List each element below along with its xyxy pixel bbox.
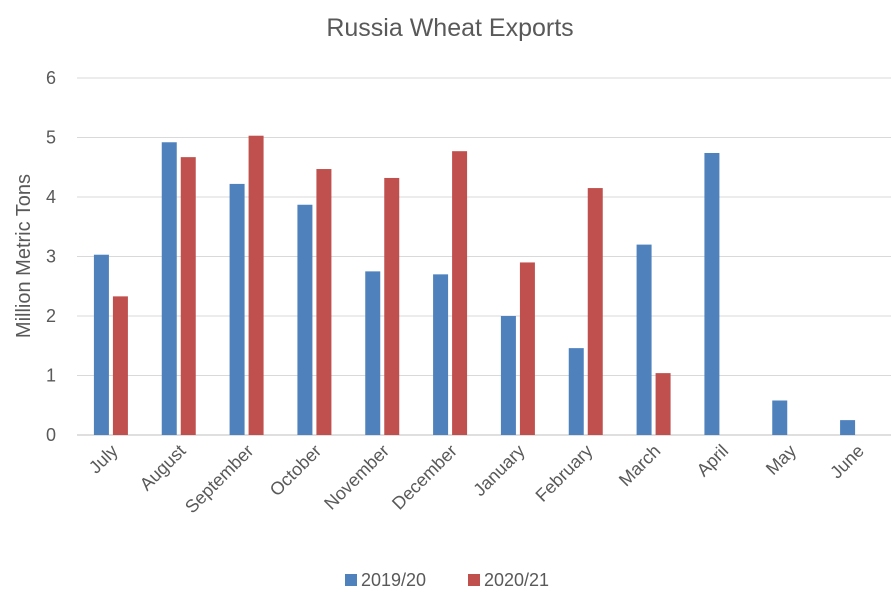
bar-2019-20-november xyxy=(365,271,381,435)
bar-2019-20-may xyxy=(772,400,788,435)
y-axis-ticks: 0 1 2 3 4 5 6 xyxy=(46,68,56,445)
legend-label: 2019/20 xyxy=(361,570,426,590)
bar-2020-21-january xyxy=(519,262,535,435)
bar-2020-21-september xyxy=(248,135,264,435)
x-tick-label: December xyxy=(388,441,461,514)
y-tick-label: 1 xyxy=(46,366,56,386)
bar-2019-20-april xyxy=(704,152,720,435)
bar-2019-20-july xyxy=(93,254,109,435)
y-tick-label: 4 xyxy=(46,187,56,207)
legend: 2019/20 2020/21 xyxy=(345,570,549,590)
bar-2020-21-october xyxy=(316,169,332,435)
y-tick-label: 3 xyxy=(46,247,56,267)
x-tick-label: November xyxy=(320,441,393,514)
bar-2019-20-december xyxy=(433,274,449,435)
bars xyxy=(93,135,856,435)
x-tick-label: April xyxy=(693,441,733,481)
legend-swatch xyxy=(468,574,480,586)
x-tick-label: March xyxy=(615,441,665,491)
x-tick-label: August xyxy=(136,441,190,495)
x-tick-label: June xyxy=(826,441,868,483)
x-tick-label: October xyxy=(266,441,325,500)
bar-2020-21-august xyxy=(180,157,196,435)
x-tick-label: January xyxy=(469,441,528,500)
legend-swatch xyxy=(345,574,357,586)
y-tick-label: 5 xyxy=(46,128,56,148)
gridlines xyxy=(77,77,891,436)
bar-2019-20-october xyxy=(297,204,313,435)
chart-title: Russia Wheat Exports xyxy=(326,14,573,42)
bar-2019-20-march xyxy=(636,244,652,435)
bar-2020-21-december xyxy=(452,151,468,435)
x-tick-label: May xyxy=(762,441,800,479)
bar-2019-20-august xyxy=(161,142,177,435)
bar-2020-21-july xyxy=(112,296,128,435)
bar-2020-21-march xyxy=(655,373,671,435)
x-tick-label: July xyxy=(85,441,122,478)
bar-2020-21-november xyxy=(384,177,400,435)
legend-label: 2020/21 xyxy=(484,570,549,590)
y-tick-label: 2 xyxy=(46,306,56,326)
y-axis-label: Million Metric Tons xyxy=(13,174,35,338)
x-tick-label: September xyxy=(181,441,257,517)
x-tick-label: February xyxy=(532,441,597,506)
bar-2019-20-january xyxy=(500,316,516,435)
bar-2019-20-september xyxy=(229,183,245,435)
bar-2019-20-june xyxy=(840,420,856,435)
y-tick-label: 0 xyxy=(46,425,56,445)
bar-2019-20-february xyxy=(568,348,584,435)
bar-2020-21-february xyxy=(587,188,603,435)
y-tick-label: 6 xyxy=(46,68,56,88)
